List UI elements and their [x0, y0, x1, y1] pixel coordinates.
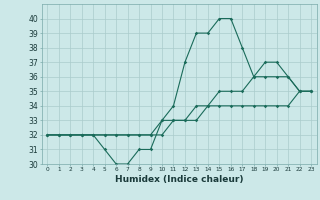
X-axis label: Humidex (Indice chaleur): Humidex (Indice chaleur) [115, 175, 244, 184]
